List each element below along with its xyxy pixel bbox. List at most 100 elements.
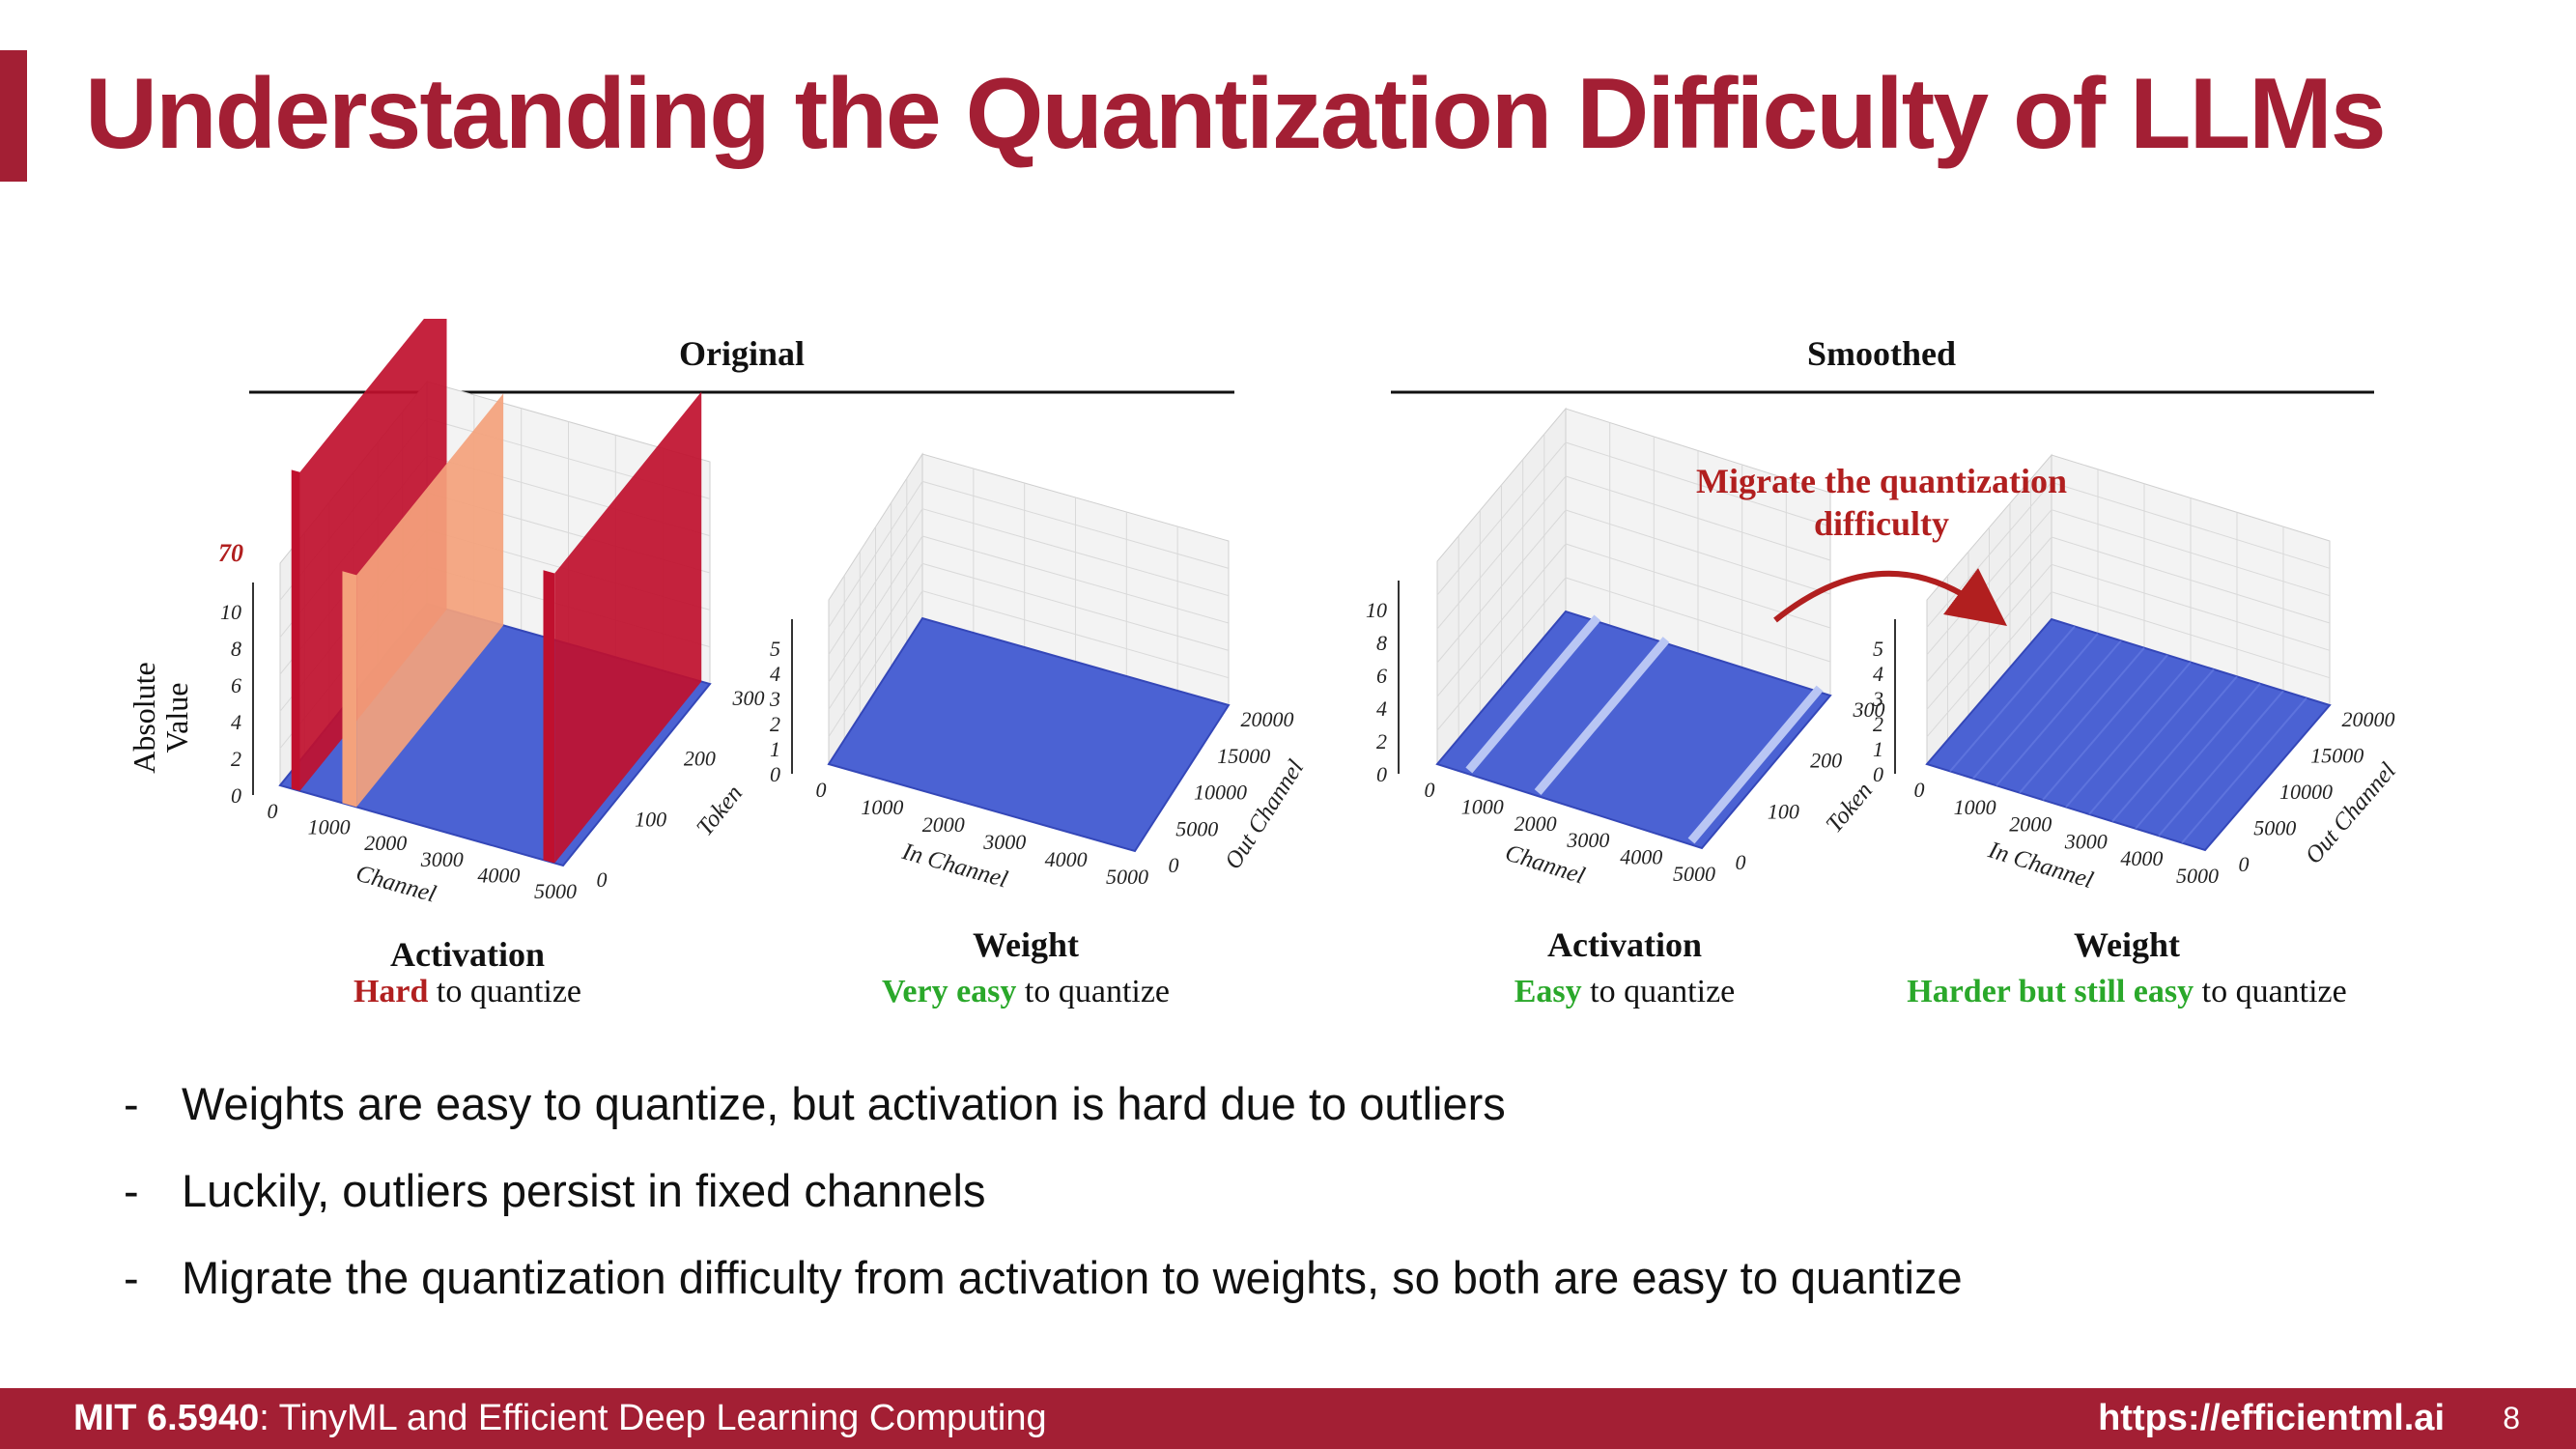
- x-tick-label: 1000: [308, 815, 351, 839]
- bullet-text: Migrate the quantization difficulty from…: [182, 1252, 1963, 1303]
- y-tick-label: 200: [684, 747, 716, 771]
- grid-line: [1436, 475, 1831, 630]
- y-axis-label: Out Channel: [2301, 758, 2401, 869]
- y-tick-label: 0: [1169, 853, 1179, 877]
- z-tick-label: 4: [770, 662, 780, 686]
- difficulty-suffix: to quantize: [1016, 974, 1170, 1009]
- z-tick-label: 2: [231, 747, 241, 771]
- z-tick-label: 2: [1376, 729, 1387, 753]
- surface-texture: [2135, 683, 2261, 830]
- z-tick-label: 1: [1873, 737, 1883, 761]
- bullet-item: - Migrate the quantization difficulty fro…: [124, 1235, 2442, 1321]
- z-max-label: 70: [218, 539, 243, 567]
- z-tick-label: 0: [1376, 762, 1387, 786]
- y-tick-label: 20000: [1241, 707, 1294, 731]
- bullet-text: Weights are easy to quantize, but activa…: [182, 1078, 1506, 1129]
- footer-url-link[interactable]: https://efficientml.ai: [2098, 1398, 2445, 1438]
- panel-difficulty: Harder but still easy to quantize: [1907, 974, 2347, 1009]
- z-tick-label: 2: [1873, 712, 1883, 736]
- bullet-list: - Weights are easy to quantize, but activ…: [124, 1061, 2442, 1321]
- y-axis-label: Out Channel: [1220, 755, 1309, 874]
- y-tick-label: 20000: [2342, 707, 2395, 731]
- x-tick-label: 5000: [534, 879, 577, 903]
- z-tick-label: 6: [231, 673, 241, 697]
- smoothed-channel-stripe: [1465, 614, 1601, 774]
- group-title-original: Original: [679, 334, 805, 373]
- surface-plot-panel: 024681070AbsoluteValue010002000300040005…: [127, 319, 765, 1009]
- grid-line: [828, 508, 1230, 655]
- outlier-ridge: [291, 469, 300, 791]
- y-tick-label: 100: [635, 807, 666, 831]
- x-tick-label: 1000: [861, 795, 903, 819]
- z-tick-label: 5: [1873, 637, 1883, 661]
- z-tick-label: 6: [1376, 664, 1387, 688]
- x-tick-label: 2000: [364, 831, 407, 855]
- difficulty-word: Harder but still easy: [1907, 974, 2194, 1009]
- x-tick-label: 0: [268, 799, 278, 823]
- x-tick-label: 0: [1914, 778, 1925, 802]
- z-tick-label: 8: [1376, 631, 1387, 655]
- outlier-ridge: [342, 571, 357, 808]
- difficulty-suffix: to quantize: [1582, 974, 1736, 1009]
- y-tick-label: 5000: [1175, 816, 1218, 840]
- y-tick-label: 0: [1736, 850, 1746, 874]
- y-axis-label: Token: [692, 781, 748, 841]
- difficulty-word: Very easy: [882, 974, 1016, 1009]
- migrate-annotation-line-1: Migrate the quantization: [1696, 462, 2067, 500]
- bullet-text: Luckily, outliers persist in fixed chann…: [182, 1165, 986, 1216]
- x-tick-label: 4000: [1620, 845, 1662, 869]
- difficulty-suffix: to quantize: [2194, 974, 2347, 1009]
- x-tick-label: 1000: [1954, 795, 1996, 819]
- surface-texture: [2181, 696, 2307, 844]
- title-accent-bar: [0, 50, 27, 182]
- x-tick-label: 2000: [1514, 811, 1557, 836]
- x-tick-label: 3000: [1566, 828, 1609, 852]
- panel-name: Weight: [973, 925, 1079, 964]
- y-tick-label: 15000: [1217, 744, 1270, 768]
- difficulty-word: Easy: [1514, 974, 1582, 1009]
- quantization-figure: Original Smoothed 0 2 4 6 8 10 70 Absolute Value…: [0, 319, 2576, 1034]
- z-tick-label: 10: [1366, 598, 1387, 622]
- grid-line: [1436, 441, 1831, 596]
- y-tick-label: 10000: [2279, 780, 2333, 804]
- bullet-item: - Luckily, outliers persist in fixed chan…: [124, 1148, 2442, 1235]
- x-tick-label: 4000: [2120, 846, 2163, 870]
- z-axis-label: Absolute: [127, 662, 161, 774]
- outlier-ridge: [554, 391, 702, 864]
- outlier-ridge: [356, 393, 504, 808]
- z-tick-label: 0: [1873, 762, 1883, 786]
- y-tick-label: 5000: [2253, 816, 2296, 840]
- course-code: MIT 6.5940: [73, 1398, 260, 1438]
- z-tick-label: 10: [220, 600, 241, 624]
- x-tick-label: 5000: [1106, 865, 1148, 889]
- panel-name: Activation: [1547, 925, 1702, 964]
- surface-texture: [2111, 675, 2238, 822]
- y-tick-label: 100: [1768, 799, 1799, 823]
- footer-bar: MIT 6.5940: TinyML and Efficient Deep Le…: [0, 1388, 2576, 1449]
- value-surface: [827, 616, 1231, 853]
- surface-texture: [2088, 668, 2215, 815]
- grid-line: [828, 480, 1230, 628]
- surface-texture: [2019, 647, 2145, 794]
- difficulty-word: Hard: [354, 974, 429, 1009]
- z-tick-label: 4: [231, 710, 241, 734]
- panel-difficulty: Easy to quantize: [1514, 974, 1736, 1009]
- bullet-marker: -: [124, 1252, 139, 1303]
- slide-title: Understanding the Quantization Difficult…: [85, 58, 2387, 170]
- surface-texture: [1949, 625, 2076, 773]
- x-tick-label: 2000: [922, 812, 965, 837]
- x-tick-label: 3000: [420, 847, 464, 871]
- y-tick-label: 300: [732, 686, 765, 710]
- y-tick-label: 15000: [2310, 744, 2364, 768]
- bullet-marker: -: [124, 1078, 139, 1129]
- x-tick-label: 1000: [1461, 794, 1504, 818]
- y-tick-label: 300: [1853, 697, 1885, 722]
- smoothed-channel-stripe: [1687, 685, 1824, 844]
- panel-name: Activation: [390, 935, 545, 974]
- x-tick-label: 4000: [477, 863, 520, 887]
- x-tick-label: 0: [1425, 778, 1435, 802]
- panel-name: Weight: [2074, 925, 2180, 964]
- course-name: : TinyML and Efficient Deep Learning Com…: [259, 1398, 1047, 1438]
- surface-texture: [2065, 661, 2192, 809]
